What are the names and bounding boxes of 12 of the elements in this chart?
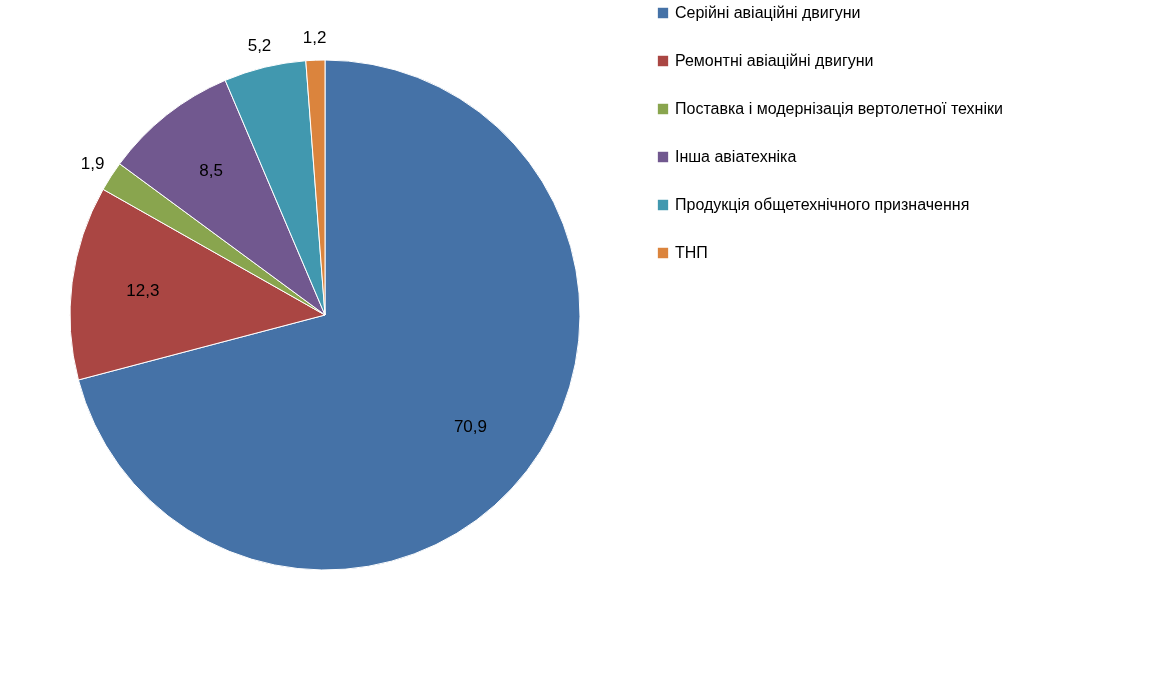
data-label: 5,2 <box>247 35 272 55</box>
data-label: 70,9 <box>453 417 487 437</box>
data-label: 1,2 <box>302 28 327 48</box>
legend-label: Продукція общетехнічного призначення <box>675 196 970 213</box>
data-label: 8,5 <box>199 160 223 180</box>
legend-label: ТНП <box>675 244 708 261</box>
legend-label: Поставка і модернізація вертолетної техніки <box>675 100 1003 117</box>
legend-label: Ремонтні авіаційні двигуни <box>675 52 874 69</box>
legend-label: Серійні авіаційні двигуни <box>675 4 861 21</box>
legend-label: Інша авіатехніка <box>675 148 797 165</box>
data-label: 12,3 <box>126 281 160 301</box>
data-label: 1,9 <box>80 154 105 174</box>
